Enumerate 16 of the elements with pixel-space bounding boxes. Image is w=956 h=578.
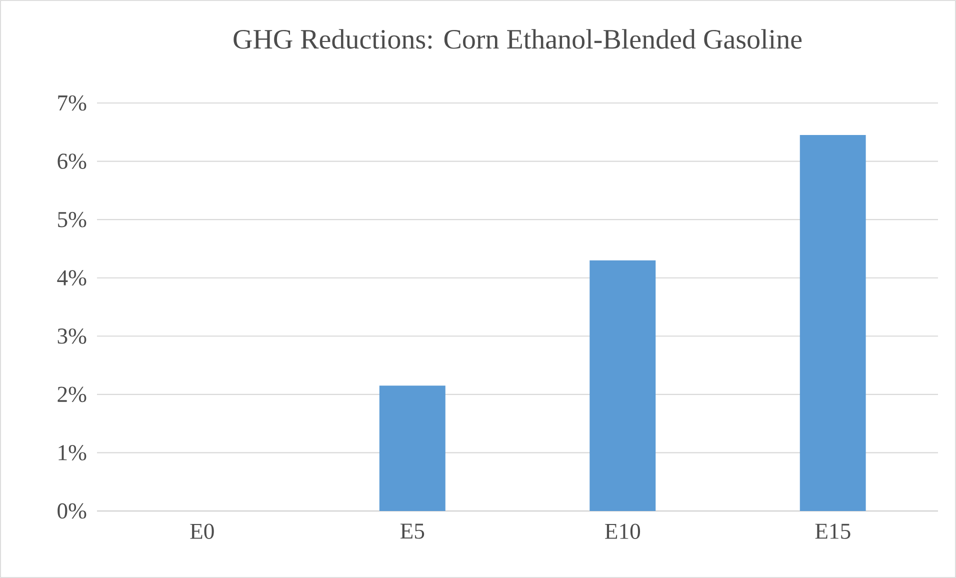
chart-title: GHG Reductions: Corn Ethanol-Blended Gasoline xyxy=(234,29,802,49)
y-tick-label: 1% xyxy=(58,445,86,460)
y-tick-label: 4% xyxy=(57,270,86,286)
y-tick-label: 6% xyxy=(58,154,86,169)
bar xyxy=(590,260,656,511)
y-tick-label: 3% xyxy=(58,328,86,344)
y-tick-label: 7% xyxy=(58,95,86,111)
x-tick-label: E0 xyxy=(190,524,214,540)
x-tick-label: E15 xyxy=(815,524,850,539)
bar xyxy=(800,135,866,511)
x-tick-label: E5 xyxy=(400,524,424,539)
bar xyxy=(379,386,446,511)
y-tick-label: 2% xyxy=(58,386,86,402)
x-tick-label: E10 xyxy=(605,524,640,540)
y-tick-label: 5% xyxy=(58,212,86,228)
y-tick-label: 0% xyxy=(58,503,86,519)
